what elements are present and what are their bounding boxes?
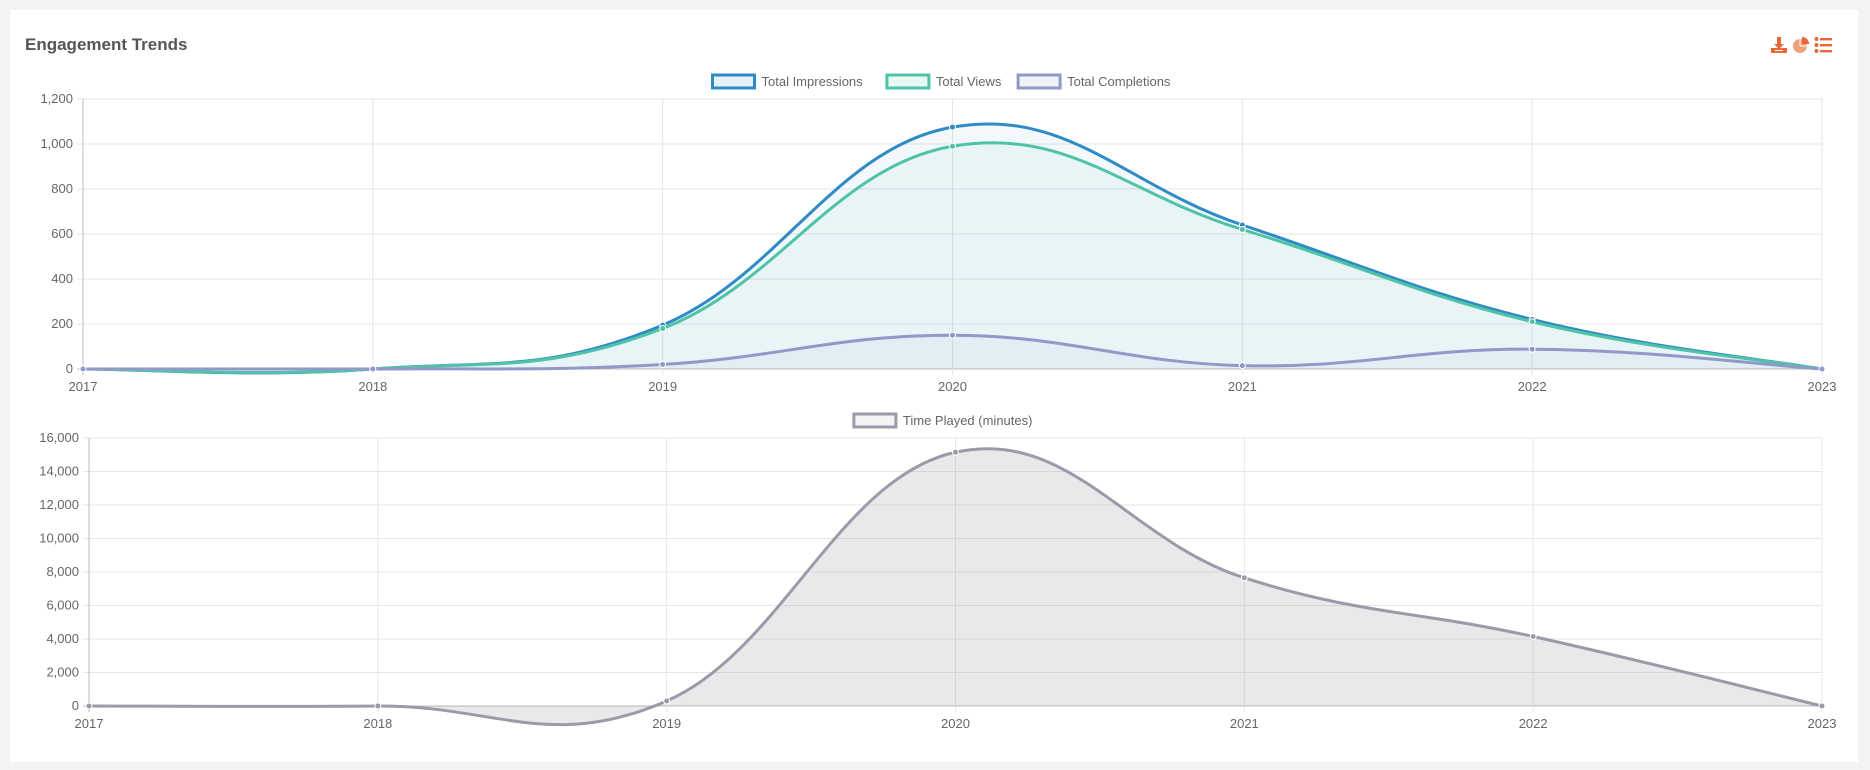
- engagement-line-chart: 0 200 400 600 800 1,000 1,200 2017 2018 2019 2020 2…: [40, 73, 1837, 394]
- y-tick-label: 0: [72, 698, 79, 713]
- data-point: [949, 331, 956, 339]
- x-tick-label: 2017: [75, 716, 104, 731]
- data-point: [663, 697, 671, 705]
- x-tick-label: 2023: [1808, 379, 1837, 394]
- legend-label: Total Completions: [1067, 74, 1171, 89]
- data-point: [659, 325, 667, 332]
- data-point: [85, 702, 93, 710]
- x-tick-label: 2022: [1519, 716, 1548, 731]
- data-point: [374, 702, 382, 710]
- y-tick-label: 400: [51, 271, 73, 286]
- data-point: [1528, 345, 1536, 353]
- download-icon[interactable]: [1770, 36, 1788, 54]
- x-tick-label: 2018: [363, 716, 392, 731]
- legend-label: Time Played (minutes): [903, 413, 1033, 428]
- y-tick-label: 1,200: [40, 91, 73, 106]
- data-point: [952, 448, 959, 456]
- y-tick-label: 6,000: [46, 598, 79, 613]
- x-tick-label: 2018: [358, 379, 387, 394]
- x-tick-label: 2019: [652, 716, 681, 731]
- list-icon[interactable]: [1814, 36, 1832, 54]
- y-tick-label: 200: [51, 316, 73, 331]
- y-tick-label: 16,000: [39, 430, 79, 445]
- chart-toolbar: [1770, 36, 1832, 54]
- data-point: [79, 365, 87, 373]
- data-point: [1818, 702, 1826, 710]
- series-area: [83, 335, 1822, 370]
- y-tick-label: 14,000: [39, 464, 79, 479]
- series-area: [83, 142, 1822, 373]
- data-point: [949, 123, 956, 131]
- x-tick-label: 2022: [1518, 379, 1547, 394]
- data-point: [1818, 365, 1826, 373]
- y-tick-label: 0: [66, 361, 73, 376]
- y-tick-label: 8,000: [46, 564, 79, 579]
- pie-chart-icon[interactable]: [1792, 36, 1810, 54]
- series-area: [83, 123, 1822, 373]
- data-point: [1240, 574, 1248, 582]
- x-tick-label: 2020: [941, 716, 970, 731]
- engagement-trends-card: Engagement Trends: [10, 10, 1858, 762]
- x-tick-label: 2021: [1228, 379, 1257, 394]
- legend-swatch: [852, 412, 898, 429]
- data-point: [1528, 318, 1536, 326]
- y-tick-label: 800: [51, 181, 73, 196]
- y-tick-label: 4,000: [46, 631, 79, 646]
- y-tick-label: 12,000: [39, 497, 79, 512]
- y-tick-label: 2,000: [46, 665, 79, 680]
- y-tick-label: 10,000: [39, 531, 79, 546]
- x-tick-label: 2017: [69, 379, 98, 394]
- legend-swatch: [885, 73, 931, 90]
- data-point: [949, 142, 956, 150]
- x-tick-label: 2021: [1230, 716, 1259, 731]
- series-area: [89, 448, 1822, 725]
- data-point: [659, 361, 667, 368]
- x-tick-label: 2020: [938, 379, 967, 394]
- data-point: [369, 365, 377, 373]
- legend-label: Total Impressions: [762, 74, 864, 89]
- data-point: [1238, 362, 1246, 370]
- legend-swatch: [1016, 73, 1062, 90]
- legend-swatch: [711, 73, 756, 90]
- y-tick-label: 1,000: [40, 136, 73, 151]
- x-tick-label: 2023: [1808, 716, 1837, 731]
- legend-label: Total Views: [936, 74, 1002, 89]
- y-tick-label: 600: [51, 226, 73, 241]
- data-point: [1238, 226, 1246, 233]
- x-tick-label: 2019: [648, 379, 677, 394]
- data-point: [1529, 632, 1537, 640]
- card-title: Engagement Trends: [25, 35, 188, 54]
